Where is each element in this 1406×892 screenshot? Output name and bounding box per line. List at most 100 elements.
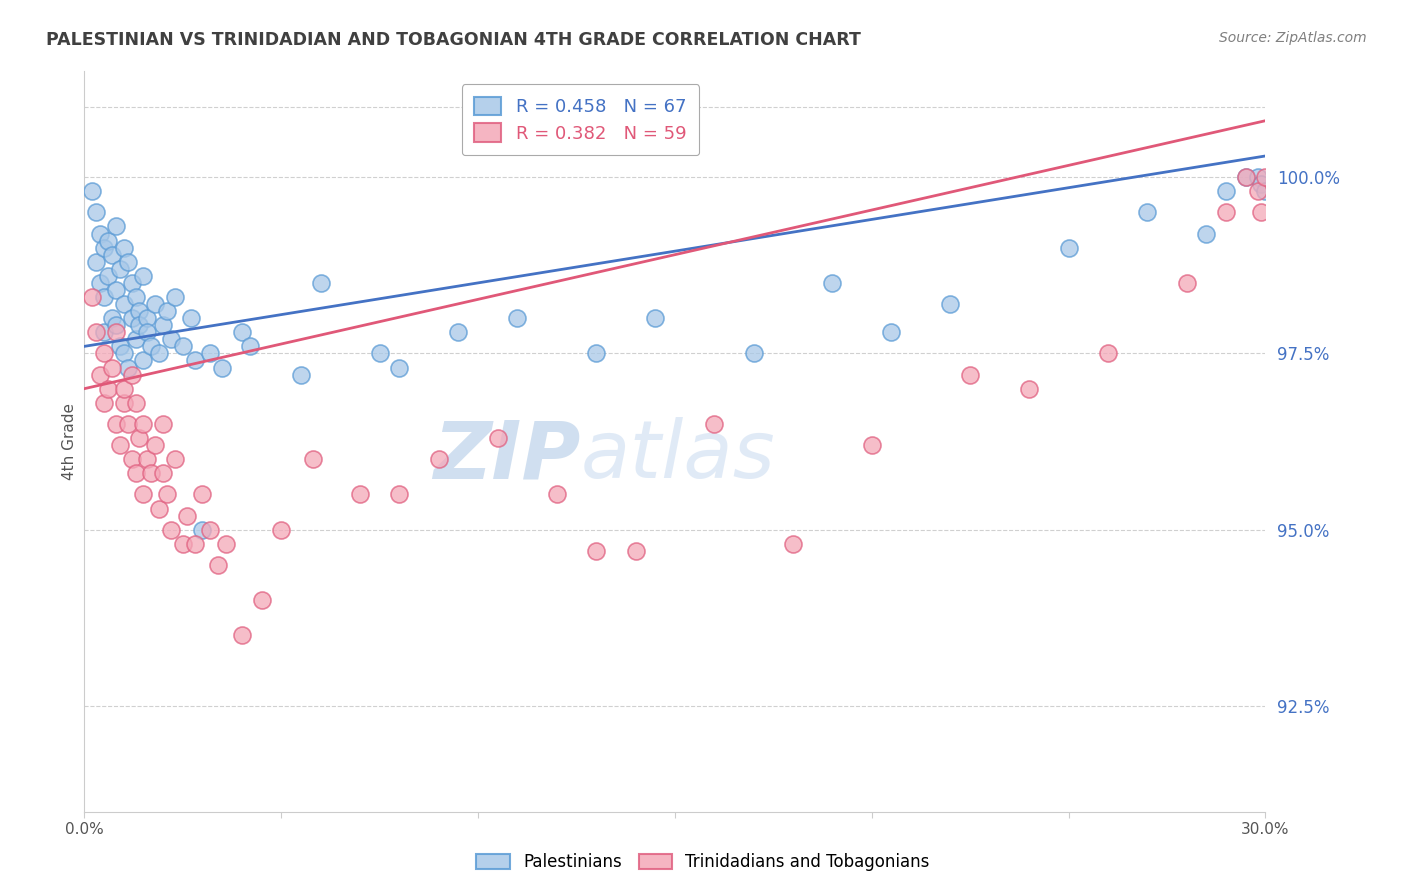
Point (703, 417, 725, 431)
Point (211, 360, 233, 375)
Point (301, 452, 323, 467)
Point (231, 628, 253, 642)
Point (191, 487, 214, 501)
Point (1215, 205, 1237, 219)
Point (152, 417, 174, 431)
Point (959, 368, 981, 382)
Point (1175, 276, 1198, 290)
Point (1250, 177, 1272, 191)
Point (860, 438, 883, 452)
Point (1018, 382, 1040, 396)
Point (1097, 346, 1119, 360)
Point (156, 304, 179, 318)
Point (101, 248, 124, 262)
Point (172, 537, 194, 551)
Text: ZIP: ZIP (433, 417, 581, 495)
Point (104, 219, 127, 234)
Point (132, 268, 155, 283)
Text: PALESTINIAN VS TRINIDADIAN AND TOBAGONIAN 4TH GRADE CORRELATION CHART: PALESTINIAN VS TRINIDADIAN AND TOBAGONIA… (46, 31, 862, 49)
Point (104, 417, 127, 431)
Point (97, 382, 120, 396)
Point (112, 396, 135, 410)
Point (1254, 170, 1277, 185)
Point (427, 452, 450, 467)
Point (1195, 227, 1218, 241)
Y-axis label: 4th Grade: 4th Grade (62, 403, 77, 480)
Text: Source: ZipAtlas.com: Source: ZipAtlas.com (1219, 31, 1367, 45)
Point (231, 325, 253, 339)
Point (112, 241, 135, 255)
Point (1234, 170, 1257, 185)
Point (1250, 205, 1272, 219)
Point (880, 325, 903, 339)
Point (104, 318, 127, 333)
Point (128, 318, 150, 333)
Point (132, 417, 155, 431)
Point (180, 311, 202, 326)
Point (108, 339, 131, 353)
Point (124, 332, 146, 346)
Point (93, 325, 115, 339)
Point (128, 304, 150, 318)
Point (121, 452, 143, 467)
Point (112, 346, 135, 360)
Point (1234, 170, 1257, 185)
Point (93, 290, 115, 304)
Point (117, 360, 139, 375)
Point (250, 593, 273, 607)
Legend: R = 0.458   N = 67, R = 0.382   N = 59: R = 0.458 N = 67, R = 0.382 N = 59 (461, 84, 699, 155)
Point (112, 297, 135, 311)
Point (136, 452, 159, 467)
Point (1254, 184, 1277, 198)
Point (176, 508, 198, 523)
Point (939, 297, 962, 311)
Point (152, 318, 174, 333)
Point (585, 544, 607, 558)
Point (93, 241, 115, 255)
Point (143, 297, 166, 311)
Point (447, 325, 470, 339)
Point (506, 311, 529, 326)
Point (141, 339, 163, 353)
Point (163, 290, 186, 304)
Point (200, 523, 222, 537)
Point (1246, 170, 1268, 185)
Point (624, 544, 647, 558)
Point (152, 467, 174, 481)
Point (486, 431, 509, 445)
Point (93, 396, 115, 410)
Point (136, 311, 159, 326)
Point (82, 184, 104, 198)
Point (128, 431, 150, 445)
Point (148, 346, 170, 360)
Point (585, 346, 607, 360)
Point (121, 311, 143, 326)
Point (163, 452, 186, 467)
Point (124, 396, 146, 410)
Point (121, 368, 143, 382)
Point (191, 523, 214, 537)
Point (1246, 184, 1268, 198)
Point (141, 467, 163, 481)
Point (200, 346, 222, 360)
Point (309, 276, 332, 290)
Point (1057, 241, 1080, 255)
Point (101, 311, 124, 326)
Point (82, 290, 104, 304)
Point (136, 325, 159, 339)
Point (101, 360, 124, 375)
Point (239, 339, 262, 353)
Point (1136, 205, 1159, 219)
Point (160, 523, 183, 537)
Point (89, 227, 111, 241)
Point (97, 268, 120, 283)
Point (84, 205, 107, 219)
Point (821, 276, 844, 290)
Point (143, 438, 166, 452)
Point (148, 501, 170, 516)
Point (117, 254, 139, 268)
Point (270, 523, 292, 537)
Point (290, 368, 312, 382)
Point (104, 325, 127, 339)
Point (742, 346, 765, 360)
